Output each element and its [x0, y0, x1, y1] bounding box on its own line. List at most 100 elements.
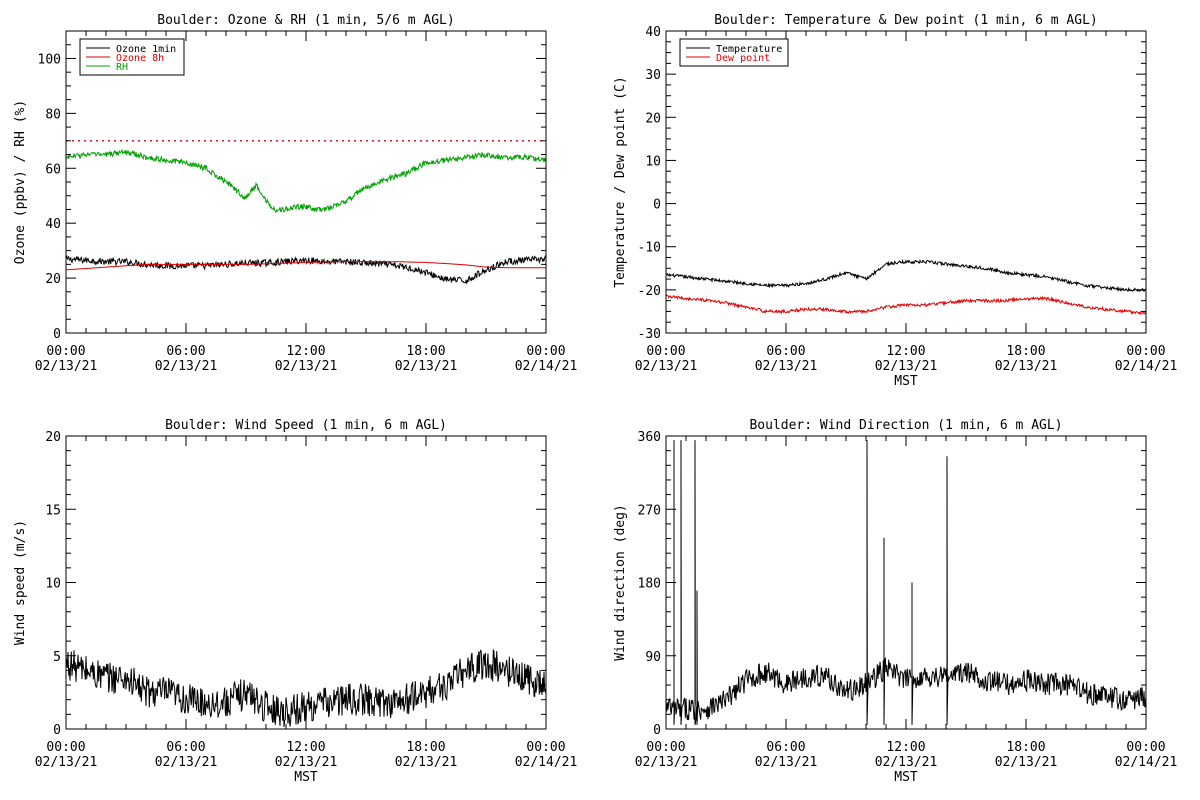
- x-tick-label-time: 06:00: [766, 344, 805, 359]
- x-tick-label-time: 18:00: [406, 344, 445, 359]
- plot-area: [666, 258, 1146, 316]
- x-tick-label-time: 06:00: [166, 740, 205, 755]
- y-axis-label: Temperature / Dew point (C): [613, 76, 628, 287]
- y-tick-label: 40: [645, 25, 661, 40]
- x-tick-label-time: 00:00: [1126, 740, 1165, 755]
- y-tick-label: 10: [45, 577, 61, 592]
- chart-panel-temp-dew: Boulder: Temperature & Dew point (1 min,…: [613, 13, 1177, 389]
- chart-title: Boulder: Ozone & RH (1 min, 5/6 m AGL): [157, 13, 454, 28]
- y-axis-label: Wind speed (m/s): [13, 520, 28, 645]
- y-axis-label: Ozone (ppbv) / RH (%): [13, 100, 28, 264]
- x-tick-label-time: 12:00: [886, 344, 925, 359]
- legend-entry: RH: [116, 62, 128, 73]
- x-tick-label-date: 02/13/21: [275, 755, 338, 770]
- x-tick-label-date: 02/14/21: [1115, 359, 1178, 374]
- series-line-ozone-8h: [66, 261, 546, 271]
- x-tick-label-time: 12:00: [286, 740, 325, 755]
- y-tick-label: 5: [53, 650, 61, 665]
- series-line-rh: [66, 148, 546, 214]
- chart-title: Boulder: Temperature & Dew point (1 min,…: [714, 13, 1098, 28]
- y-axis-label: Wind direction (deg): [613, 504, 628, 661]
- plot-frame: [665, 30, 1147, 334]
- x-tick-label-time: 06:00: [166, 344, 205, 359]
- x-tick-label-time: 18:00: [406, 740, 445, 755]
- x-tick-label-date: 02/13/21: [995, 359, 1058, 374]
- y-tick-label: -10: [638, 241, 661, 256]
- x-tick-label-time: 06:00: [766, 740, 805, 755]
- series-line-main: [66, 648, 546, 728]
- x-tick-label-time: 00:00: [526, 344, 565, 359]
- x-tick-label-time: 00:00: [1126, 344, 1165, 359]
- y-tick-label: 0: [53, 327, 61, 342]
- x-tick-label-date: 02/13/21: [875, 359, 938, 374]
- legend-entry: Temperature: [716, 44, 782, 55]
- series-line-dew-point: [666, 294, 1146, 316]
- x-axis-label: MST: [294, 770, 318, 785]
- x-tick-label-date: 02/14/21: [515, 755, 578, 770]
- x-tick-label-date: 02/13/21: [395, 755, 458, 770]
- y-tick-label: 20: [45, 272, 61, 287]
- series-line-ozone-1min: [66, 255, 546, 284]
- y-tick-label: 15: [45, 503, 61, 518]
- y-tick-label: 0: [53, 723, 61, 738]
- x-tick-label-time: 00:00: [46, 344, 85, 359]
- series-line-main: [666, 440, 1146, 725]
- plot-frame: [65, 30, 547, 334]
- legend-entry: Ozone 1min: [116, 44, 176, 55]
- x-tick-label-date: 02/13/21: [155, 359, 218, 374]
- x-tick-label-date: 02/13/21: [635, 755, 698, 770]
- y-tick-label: 80: [45, 107, 61, 122]
- y-tick-label: 0: [653, 723, 661, 738]
- y-tick-label: -30: [638, 327, 661, 342]
- x-tick-label-date: 02/13/21: [635, 359, 698, 374]
- x-tick-label-date: 02/13/21: [875, 755, 938, 770]
- plot-area: [66, 140, 546, 284]
- legend-entry: Ozone 8h: [116, 53, 164, 64]
- y-tick-label: 360: [638, 430, 661, 445]
- x-tick-label-time: 18:00: [1006, 344, 1045, 359]
- y-tick-label: 20: [45, 430, 61, 445]
- chart-panel-wind-dir: Boulder: Wind Direction (1 min, 6 m AGL)…: [613, 418, 1177, 785]
- x-axis-label: MST: [894, 770, 918, 785]
- y-tick-label: 90: [645, 650, 661, 665]
- x-tick-label-date: 02/13/21: [275, 359, 338, 374]
- x-tick-label-date: 02/13/21: [155, 755, 218, 770]
- x-tick-label-date: 02/14/21: [1115, 755, 1178, 770]
- chart-title: Boulder: Wind Direction (1 min, 6 m AGL): [749, 418, 1062, 433]
- x-tick-label-date: 02/13/21: [35, 359, 98, 374]
- y-tick-label: 60: [45, 162, 61, 177]
- x-tick-label-date: 02/13/21: [755, 359, 818, 374]
- y-tick-label: 270: [638, 503, 661, 518]
- plot-area: [66, 648, 546, 728]
- y-tick-label: 180: [638, 577, 661, 592]
- series-line-temperature: [666, 258, 1146, 293]
- chart-panel-ozone-rh: Boulder: Ozone & RH (1 min, 5/6 m AGL) Oz…: [13, 13, 577, 374]
- chart-title: Boulder: Wind Speed (1 min, 6 m AGL): [165, 418, 447, 433]
- x-tick-label-time: 00:00: [646, 740, 685, 755]
- x-axis-label: MST: [894, 374, 918, 389]
- chart-panel-wind-speed: Boulder: Wind Speed (1 min, 6 m AGL) Wind…: [13, 418, 577, 785]
- y-tick-label: -20: [638, 284, 661, 299]
- x-tick-label-date: 02/13/21: [995, 755, 1058, 770]
- x-tick-label-time: 18:00: [1006, 740, 1045, 755]
- y-tick-label: 20: [645, 111, 661, 126]
- y-tick-label: 40: [45, 217, 61, 232]
- x-tick-label-time: 00:00: [526, 740, 565, 755]
- x-tick-label-date: 02/13/21: [35, 755, 98, 770]
- y-tick-label: 10: [645, 154, 661, 169]
- y-tick-label: 0: [653, 198, 661, 213]
- x-tick-label-time: 12:00: [886, 740, 925, 755]
- x-tick-label-date: 02/13/21: [395, 359, 458, 374]
- x-tick-label-time: 00:00: [46, 740, 85, 755]
- x-tick-label-time: 12:00: [286, 344, 325, 359]
- y-tick-label: 30: [645, 68, 661, 83]
- x-tick-label-time: 00:00: [646, 344, 685, 359]
- x-tick-label-date: 02/13/21: [755, 755, 818, 770]
- x-tick-label-date: 02/14/21: [515, 359, 578, 374]
- legend-entry: Dew point: [716, 53, 770, 64]
- plot-area: [666, 440, 1146, 725]
- y-tick-label: 100: [38, 52, 61, 67]
